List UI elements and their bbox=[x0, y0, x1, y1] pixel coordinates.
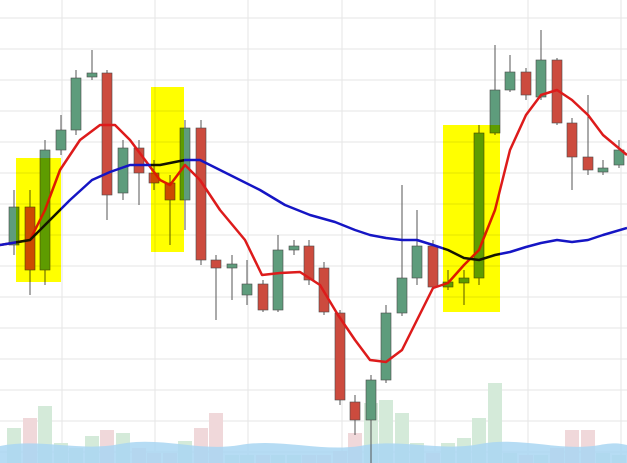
candle-body bbox=[303, 245, 315, 281]
candle-body bbox=[70, 77, 82, 131]
candle-body bbox=[195, 127, 207, 261]
ma-line bbox=[0, 88, 627, 364]
candle-body bbox=[257, 283, 269, 311]
moving-averages bbox=[0, 88, 627, 364]
candle-body bbox=[566, 122, 578, 158]
candle-body bbox=[334, 312, 346, 401]
candle-body bbox=[520, 71, 532, 96]
candle-body bbox=[55, 129, 67, 151]
highlight bbox=[443, 125, 500, 312]
candle-body bbox=[349, 401, 361, 421]
candle-body bbox=[210, 259, 222, 269]
candle-body bbox=[117, 147, 129, 194]
candle-body bbox=[613, 149, 625, 166]
candle-body bbox=[535, 59, 547, 98]
candle-body bbox=[597, 167, 609, 173]
candle-body bbox=[365, 379, 377, 421]
candle-body bbox=[86, 72, 98, 78]
candle-body bbox=[396, 277, 408, 314]
candle-body bbox=[288, 245, 300, 251]
highlight bbox=[151, 87, 184, 252]
candle-body bbox=[226, 263, 238, 269]
highlight bbox=[16, 158, 61, 282]
candle-body bbox=[380, 312, 392, 381]
depth-wave bbox=[0, 441, 627, 463]
candle-body bbox=[101, 72, 113, 196]
candle-body bbox=[427, 245, 439, 288]
candle-body bbox=[241, 283, 253, 296]
ma-line bbox=[0, 158, 627, 262]
candle-body bbox=[411, 245, 423, 279]
candle-body bbox=[272, 249, 284, 311]
candle-body bbox=[582, 156, 594, 171]
candle-body bbox=[504, 71, 516, 91]
